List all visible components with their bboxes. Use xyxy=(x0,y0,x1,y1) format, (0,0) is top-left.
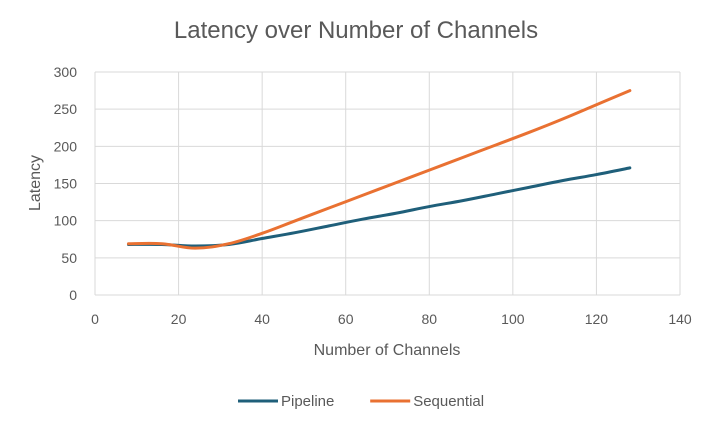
legend-label: Sequential xyxy=(413,393,484,410)
x-axis-title: Number of Channels xyxy=(314,342,461,359)
series-line-pipeline xyxy=(126,166,632,248)
legend-item-sequential: Sequential xyxy=(370,393,484,410)
legend-label: Pipeline xyxy=(281,393,334,410)
x-tick-label: 80 xyxy=(421,311,437,327)
series xyxy=(126,89,632,250)
x-tick-label: 120 xyxy=(585,311,609,327)
x-tick-label: 140 xyxy=(668,311,692,327)
legend-item-pipeline: Pipeline xyxy=(238,393,334,410)
y-tick-label: 50 xyxy=(61,250,77,266)
y-tick-label: 300 xyxy=(54,64,78,80)
gridlines xyxy=(94,71,681,296)
y-tick-label: 250 xyxy=(54,101,78,117)
x-tick-label: 60 xyxy=(338,311,354,327)
x-tick-label: 40 xyxy=(254,311,270,327)
chart-title: Latency over Number of Channels xyxy=(174,17,538,44)
y-tick-label: 200 xyxy=(54,138,78,154)
y-tick-label: 0 xyxy=(69,287,77,303)
x-tick-label: 0 xyxy=(91,311,99,327)
legend: Pipeline Sequential xyxy=(238,393,484,410)
y-axis-title: Latency xyxy=(27,155,44,211)
y-tick-label: 150 xyxy=(54,176,78,192)
y-tick-label: 100 xyxy=(54,213,78,229)
x-tick-label: 20 xyxy=(171,311,187,327)
axes: 0 50 100 150 200 250 300 0 20 40 60 80 100 120 140 xyxy=(54,64,692,327)
series-line-sequential xyxy=(126,89,632,250)
x-tick-label: 100 xyxy=(501,311,525,327)
